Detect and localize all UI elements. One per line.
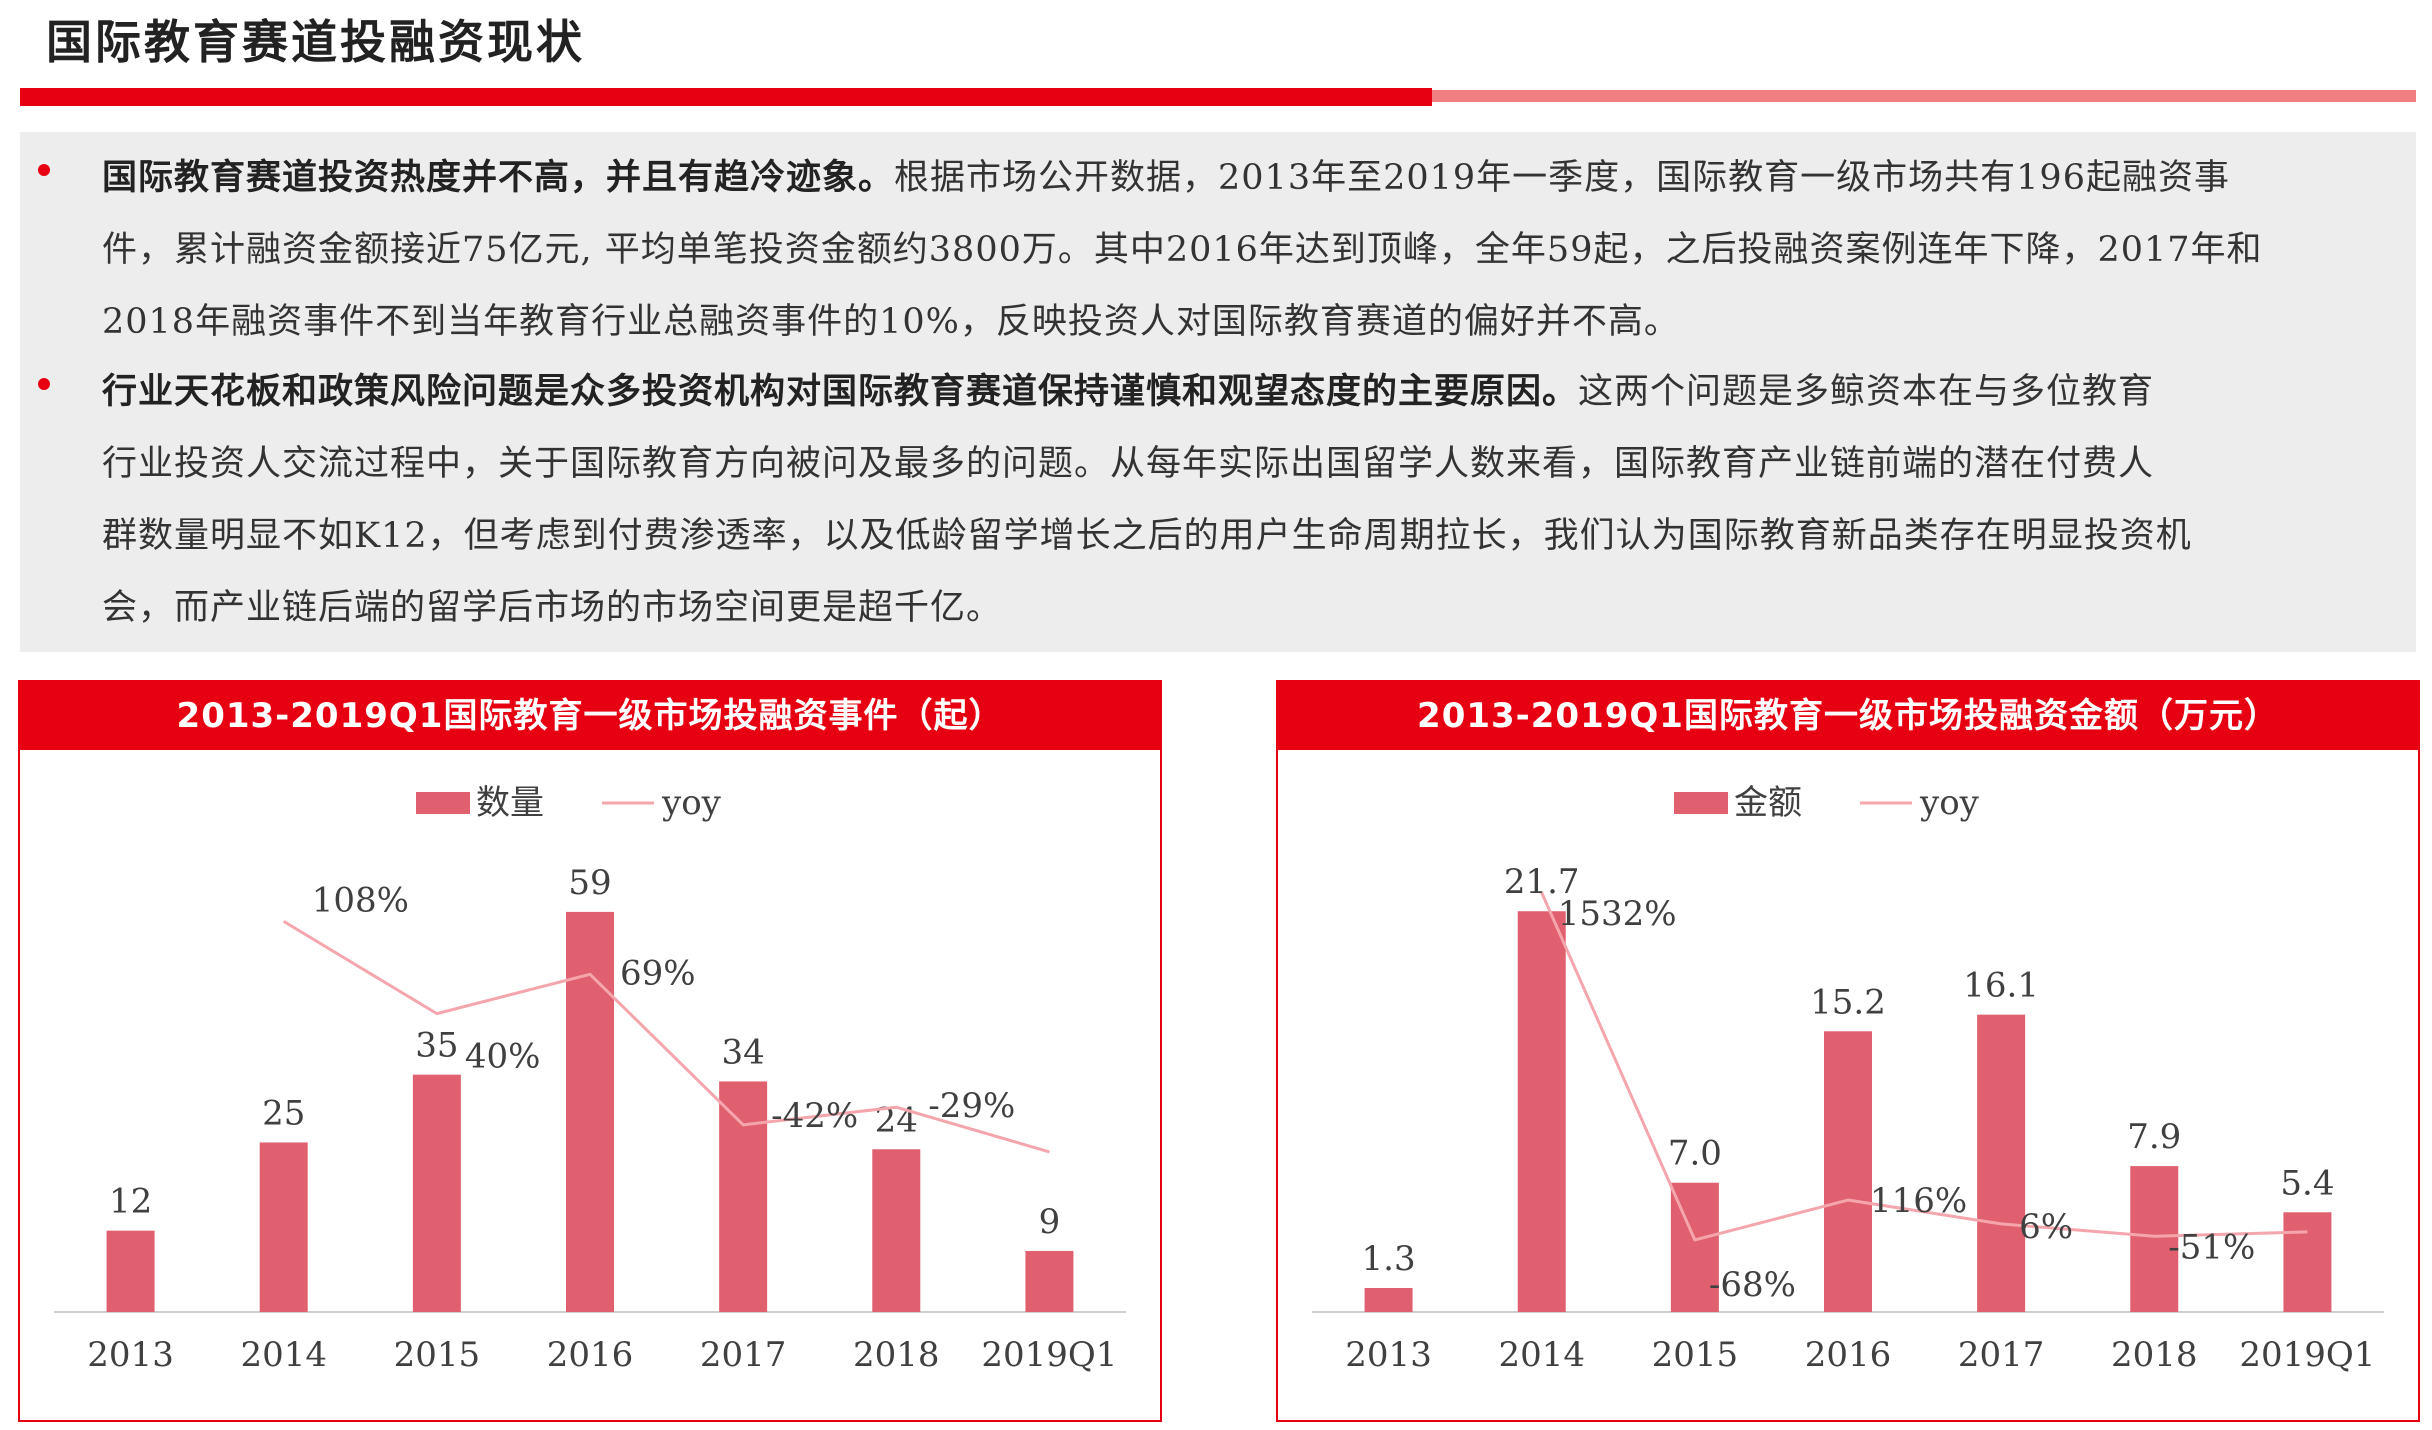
yoy-value-label: 6% — [2019, 1207, 2073, 1247]
x-tick-label: 2018 — [853, 1335, 940, 1375]
chart-title: 2013-2019Q1国际教育一级市场投融资金额（万元） — [1278, 682, 2418, 750]
x-tick-label: 2013 — [87, 1335, 174, 1375]
yoy-line — [282, 920, 1050, 1154]
bar-2017 — [719, 1081, 768, 1312]
yoy-value-label: 40% — [465, 1037, 541, 1077]
bar-value-label: 5.4 — [2280, 1163, 2334, 1203]
bar-2015 — [412, 1074, 461, 1312]
legend-label-line: yoy — [1919, 783, 1980, 823]
title-underline-dark — [20, 88, 1432, 106]
bar-value-label: 15.2 — [1810, 982, 1886, 1022]
legend-label-bar: 数量 — [476, 783, 544, 823]
bar-value-label: 7.9 — [2127, 1117, 2181, 1157]
bullet-line: 2018年融资事件不到当年教育行业总融资事件的10%，反映投资人对国际教育赛道的… — [102, 302, 1680, 342]
yoy-value-label: 1532% — [1558, 894, 1677, 934]
bar-2019Q1 — [2283, 1212, 2332, 1312]
bar-value-label: 35 — [415, 1026, 458, 1066]
legend-label-line: yoy — [661, 783, 722, 823]
x-tick-label: 2016 — [547, 1335, 634, 1375]
x-tick-label: 2019Q1 — [2239, 1335, 2375, 1375]
yoy-line — [1540, 892, 2308, 1242]
yoy-value-label: 116% — [1870, 1181, 1967, 1221]
bullet-text: 国际教育赛道投资热度并不高，并且有趋冷迹象。根据市场公开数据，2013年至201… — [102, 142, 2422, 358]
chart-panel-deal-amount: 2013-2019Q1国际教育一级市场投融资金额（万元） 金额 yoy 1.3 21.… — [1276, 680, 2420, 1422]
bar-2016 — [1824, 1031, 1872, 1312]
summary-box: 国际教育赛道投资热度并不高，并且有趋冷迹象。根据市场公开数据，2013年至201… — [20, 132, 2416, 652]
legend-bar-swatch — [416, 792, 470, 814]
bar-value-label: 12 — [109, 1182, 152, 1222]
x-tick-label: 2015 — [1652, 1335, 1739, 1375]
x-tick-label: 2013 — [1345, 1335, 1432, 1375]
bullet-line: 会，而产业链后端的留学后市场的市场空间更是超千亿。 — [102, 588, 1003, 628]
x-tick-label: 2017 — [700, 1335, 787, 1375]
bullet-dot-icon — [38, 164, 50, 176]
bullet-line: 这两个问题是多鲸资本在与多位教育 — [1578, 372, 2155, 412]
x-tick-label: 2016 — [1805, 1335, 1892, 1375]
title-underline-light — [1432, 90, 2416, 102]
bullet-text: 行业天花板和政策风险问题是众多投资机构对国际教育赛道保持谨慎和观望态度的主要原因… — [102, 356, 2422, 644]
bar-2017 — [1977, 1014, 2026, 1312]
legend-label-bar: 金额 — [1734, 783, 1802, 823]
page-title: 国际教育赛道投融资现状 — [46, 15, 585, 69]
legend-bar-swatch — [1674, 792, 1728, 814]
x-tick-label: 2018 — [2111, 1335, 2198, 1375]
bullet-line: 件，累计融资金额接近75亿元, 平均单笔投资金额约3800万。其中2016年达到… — [102, 230, 2263, 270]
bar-2019Q1 — [1025, 1250, 1074, 1312]
yoy-value-label: 108% — [312, 880, 409, 920]
x-tick-label: 2019Q1 — [981, 1335, 1117, 1375]
yoy-value-label: -51% — [2168, 1227, 2255, 1267]
bar-value-label: 34 — [722, 1032, 765, 1072]
chart-title: 2013-2019Q1国际教育一级市场投融资事件（起） — [20, 682, 1160, 750]
bar-2016 — [566, 911, 614, 1312]
bar-2018 — [2130, 1166, 2179, 1312]
x-tick-label: 2014 — [1498, 1335, 1585, 1375]
bullet-lead: 国际教育赛道投资热度并不高，并且有趋冷迹象。 — [102, 157, 895, 198]
yoy-value-label: -42% — [771, 1096, 858, 1136]
bullet-line: 群数量明显不如K12，但考虑到付费渗透率，以及低龄留学增长之后的用户生命周期拉长… — [102, 516, 2192, 556]
bullet-line: 行业投资人交流过程中，关于国际教育方向被问及最多的问题。从每年实际出国留学人数来… — [102, 444, 2155, 484]
bullet-lead: 行业天花板和政策风险问题是众多投资机构对国际教育赛道保持谨慎和观望态度的主要原因… — [102, 371, 1579, 412]
x-tick-label: 2015 — [394, 1335, 481, 1375]
yoy-value-label: -29% — [928, 1086, 1015, 1126]
bar-value-label: 59 — [568, 863, 611, 903]
yoy-value-label: -68% — [1709, 1265, 1796, 1305]
bar-2014 — [1517, 911, 1566, 1312]
chart-panel-deal-count: 2013-2019Q1国际教育一级市场投融资事件（起） 数量 yoy 12 25 35 5… — [18, 680, 1162, 1422]
x-tick-label: 2014 — [240, 1335, 327, 1375]
bar-value-label: 16.1 — [1963, 966, 2039, 1006]
bar-value-label: 7.0 — [1668, 1134, 1722, 1174]
bar-2013 — [1364, 1287, 1413, 1312]
x-tick-label: 2017 — [1958, 1335, 2045, 1375]
bar-value-label: 25 — [262, 1093, 305, 1133]
bullet-line: 根据市场公开数据，2013年至2019年一季度，国际教育一级市场共有196起融资… — [894, 158, 2230, 198]
bar-value-label: 9 — [1039, 1202, 1061, 1242]
bar-value-label: 1.3 — [1362, 1239, 1416, 1279]
bullet-dot-icon — [38, 378, 50, 390]
bar-2014 — [259, 1142, 308, 1312]
bar-2018 — [872, 1149, 921, 1312]
bar-2013 — [106, 1230, 155, 1312]
yoy-value-label: 69% — [620, 953, 696, 993]
